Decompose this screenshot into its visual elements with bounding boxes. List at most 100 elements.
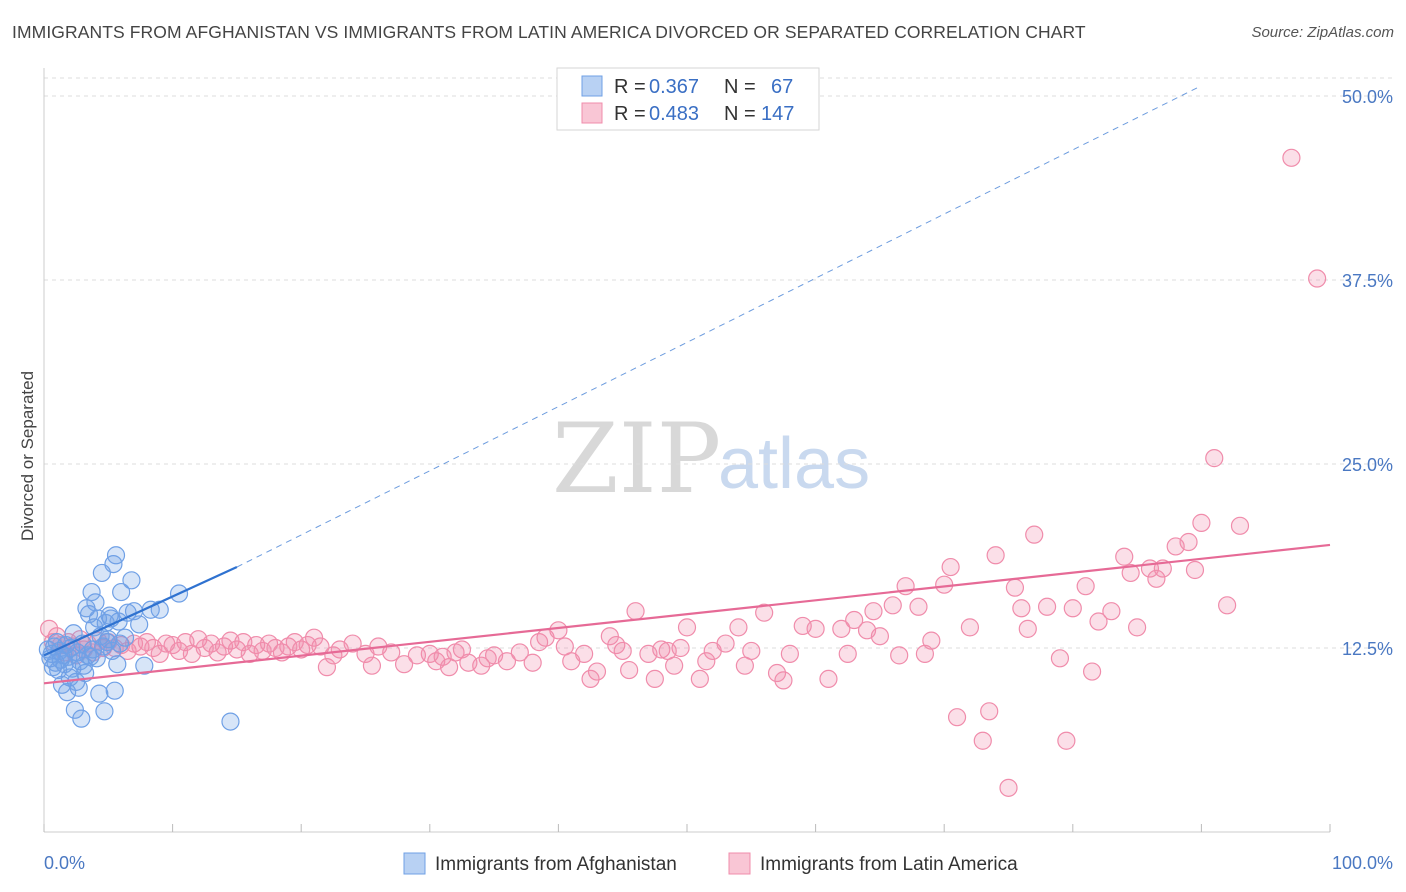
- latin-america-point-146: [1192, 513, 1211, 532]
- latin-america-point-145: [1185, 560, 1205, 580]
- latin-america-point-94: [716, 634, 735, 653]
- latin-america-point-137: [1115, 547, 1134, 566]
- bottom-legend-label-afghanistan: Immigrants from Afghanistan: [435, 854, 677, 875]
- latin-america-point-105: [832, 619, 851, 638]
- latin-america-point-98: [755, 603, 774, 622]
- afghanistan-point-51: [105, 681, 124, 700]
- watermark-zip: ZIP: [552, 403, 721, 515]
- latin-america-point-139: [1127, 618, 1147, 637]
- latin-america-point-73: [549, 621, 568, 640]
- legend-n-label-1: N =: [724, 76, 756, 98]
- x-tick-label-max: 100.0%: [1332, 853, 1393, 873]
- bottom-legend-swatch-latin-america: [728, 852, 751, 875]
- latin-america-point-95: [729, 618, 748, 637]
- legend-r-label-1: R =: [614, 76, 646, 98]
- afghanistan-point-53: [108, 655, 127, 674]
- afghanistan-point-28: [76, 663, 95, 683]
- latin-america-point-48: [317, 658, 337, 677]
- latin-america-point-120: [960, 618, 980, 637]
- latin-america-point-86: [652, 640, 671, 659]
- latin-america-point-133: [1076, 577, 1095, 596]
- latin-america-point-132: [1063, 599, 1082, 618]
- latin-america-point-112: [890, 646, 909, 665]
- latin-america-point-107: [845, 610, 864, 630]
- bottom-legend-swatch-afghanistan: [403, 852, 426, 875]
- latin-america-point-90: [677, 618, 697, 637]
- latin-america-point-121: [973, 731, 992, 750]
- legend-n-value-2: 147: [761, 103, 794, 125]
- latin-america-point-129: [1037, 597, 1057, 616]
- latin-america-point-110: [870, 627, 890, 646]
- afghanistan-point-59: [122, 571, 141, 590]
- latin-america-point-97: [742, 641, 761, 661]
- afghanistan-point-66: [221, 712, 240, 731]
- latin-america-point-106: [838, 644, 857, 663]
- y-tick-label-2: 37.5%: [1342, 271, 1393, 291]
- latin-america-point-150: [1282, 148, 1301, 167]
- afghanistan-point-43: [95, 702, 114, 721]
- latin-america-point-109: [864, 602, 883, 621]
- latin-america-point-76: [575, 644, 594, 663]
- latin-america-point-124: [999, 778, 1018, 797]
- afghanistan-point-61: [130, 615, 149, 634]
- latin-america-point-22: [150, 644, 169, 663]
- series-legend: Immigrants from Afghanistan Immigrants f…: [403, 852, 1018, 875]
- afghanistan-point-14: [58, 683, 77, 702]
- latin-america-point-47: [311, 637, 330, 656]
- x-axis-ticks: [43, 824, 1331, 832]
- latin-america-point-128: [1025, 525, 1044, 544]
- latin-america-point-125: [1005, 578, 1025, 597]
- y-tick-label-0: 12.5%: [1342, 639, 1393, 659]
- correlation-legend: R = 0.367 N = 67 R = 0.483 N = 147: [556, 67, 820, 131]
- latin-america-point-134: [1082, 662, 1102, 681]
- trend-line-afghanistan-extension: [236, 85, 1202, 568]
- latin-america-point-144: [1179, 532, 1198, 552]
- afghanistan-point-52: [106, 546, 126, 565]
- afghanistan-point-57: [115, 628, 135, 647]
- y-tick-label-3: 50.0%: [1342, 87, 1393, 107]
- trend-lines: [43, 85, 1331, 685]
- latin-america-point-69: [510, 643, 529, 662]
- afghanistan-point-33: [82, 582, 101, 602]
- latin-america-point-138: [1121, 563, 1140, 583]
- legend-r-value-2: 0.483: [649, 103, 699, 125]
- latin-america-point-78: [587, 662, 607, 681]
- latin-america-point-117: [935, 575, 954, 594]
- legend-n-value-1: 67: [771, 76, 793, 98]
- latin-america-point-135: [1089, 612, 1108, 631]
- y-axis-label: Divorced or Separated: [18, 371, 37, 541]
- afghanistan-point-56: [112, 582, 131, 602]
- latin-america-point-147: [1205, 449, 1224, 468]
- series-afghanistan-points: [38, 546, 240, 731]
- latin-america-point-136: [1102, 602, 1121, 621]
- afghanistan-point-64: [150, 600, 169, 619]
- latin-america-point-89: [671, 638, 690, 658]
- legend-r-label-2: R =: [614, 103, 646, 125]
- chart-title: IMMIGRANTS FROM AFGHANISTAN VS IMMIGRANT…: [12, 22, 1086, 42]
- legend-swatch-blue: [581, 75, 603, 97]
- latin-america-point-99: [767, 663, 787, 683]
- latin-america-point-85: [645, 669, 664, 689]
- latin-america-point-103: [806, 619, 825, 638]
- latin-america-point-77: [581, 669, 600, 689]
- latin-america-point-123: [986, 546, 1005, 565]
- latin-america-point-101: [780, 644, 799, 663]
- latin-america-point-100: [774, 671, 793, 690]
- afghanistan-point-62: [135, 656, 154, 675]
- latin-america-point-81: [613, 641, 632, 661]
- latin-america-point-119: [947, 708, 967, 727]
- latin-america-point-111: [883, 596, 902, 615]
- latin-america-point-56: [394, 655, 414, 674]
- legend-swatch-pink: [581, 102, 603, 124]
- latin-america-point-149: [1230, 516, 1250, 535]
- latin-america-point-55: [382, 643, 401, 662]
- trend-line-afghanistan: [43, 566, 238, 657]
- legend-r-value-1: 0.367: [649, 76, 699, 98]
- afghanistan-point-55: [110, 634, 129, 653]
- series-latin-america-points: [40, 148, 1327, 797]
- latin-america-point-131: [1057, 731, 1076, 750]
- afghanistan-point-25: [72, 709, 91, 728]
- legend-n-label-2: N =: [724, 103, 756, 125]
- latin-america-point-70: [523, 653, 542, 672]
